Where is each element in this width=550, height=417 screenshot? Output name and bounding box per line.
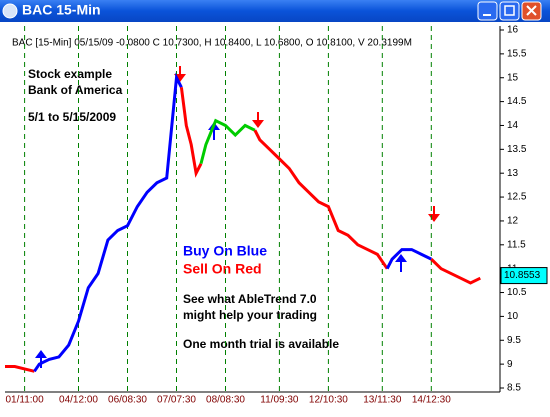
y-tick-label: 15: [507, 72, 519, 83]
x-tick-label: 13/11:30: [363, 395, 402, 406]
y-tick-label: 10: [507, 311, 519, 322]
price-line: [385, 248, 432, 270]
y-tick-label: 13.5: [507, 144, 527, 155]
price-line: [5, 365, 35, 373]
y-tick-label: 15.5: [507, 49, 527, 60]
annotation: 5/1 to 5/15/2009: [28, 110, 116, 124]
y-tick-label: 14.5: [507, 96, 527, 107]
x-tick-label: 12/10:30: [309, 395, 348, 406]
promo-text: might help your trading: [183, 308, 317, 322]
annotation: Stock example: [28, 67, 112, 81]
window-icon: [2, 3, 18, 19]
chart-header: BAC [15-Min] 05/15/09 -0.0800 C 10.7300,…: [12, 38, 412, 49]
y-tick-label: 9: [507, 359, 513, 370]
promo-text: See what AbleTrend 7.0: [183, 292, 317, 306]
price-line: [199, 118, 256, 165]
x-tick-label: 04/12:00: [59, 395, 98, 406]
x-tick-label: 14/12:30: [412, 395, 451, 406]
y-tick-label: 12.5: [507, 192, 527, 203]
y-tick-label: 9.5: [507, 335, 521, 346]
price-line: [179, 87, 203, 178]
x-tick-label: 06/08:30: [108, 395, 147, 406]
last-price-box: [500, 267, 548, 285]
x-tick-label: 01/11:00: [6, 395, 45, 406]
y-tick-label: 12: [507, 216, 519, 227]
price-line: [33, 72, 183, 373]
maximize-button[interactable]: [499, 1, 520, 21]
y-tick-label: 14: [507, 120, 519, 131]
minimize-button[interactable]: [477, 1, 498, 21]
signal-arrows: [35, 66, 440, 368]
x-tick-label: 07/07:30: [157, 395, 196, 406]
y-tick-label: 11.5: [507, 239, 526, 250]
annotation: Bank of America: [28, 83, 123, 97]
buy-label: Buy On Blue: [183, 243, 267, 259]
y-tick-label: 10.5: [507, 287, 527, 298]
price-line: [253, 129, 389, 270]
window-title: BAC 15-Min: [22, 2, 101, 18]
promo-text: One month trial is available: [183, 337, 339, 351]
y-tick-label: 13: [507, 168, 519, 179]
sell-label: Sell On Red: [183, 261, 262, 277]
price-line: [430, 258, 481, 285]
last-price: 10.8553: [504, 270, 541, 281]
y-tick-label: 8.5: [507, 383, 521, 394]
x-tick-label: 08/08:30: [206, 395, 245, 406]
y-tick-label: 16: [507, 25, 519, 36]
x-tick-label: 11/09:30: [260, 395, 299, 406]
title-bar: [0, 0, 550, 22]
